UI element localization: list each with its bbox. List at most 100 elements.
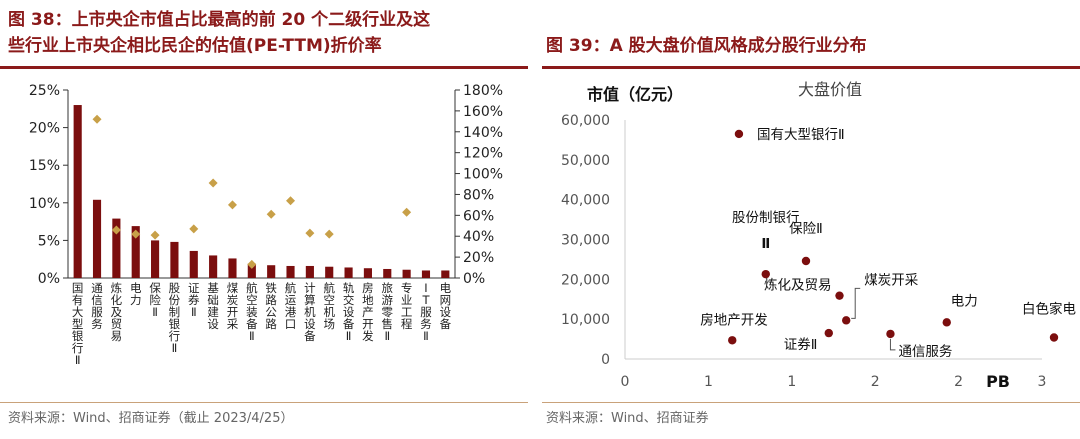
x-tick-label: 2 (954, 374, 963, 390)
bar (189, 250, 198, 278)
category-label: 专业工程 (401, 281, 413, 331)
y-tick-label: 10,000 (561, 312, 610, 328)
discount-marker (111, 225, 121, 235)
left-tick-label: 5% (38, 233, 60, 249)
right-title-rule (542, 66, 1080, 69)
right-tick-label: 80% (463, 187, 494, 203)
discount-marker (324, 229, 334, 239)
category-label: 股份制银行 Ⅱ (169, 281, 181, 355)
bar (131, 226, 140, 278)
point-label-cont: Ⅱ (761, 236, 770, 252)
y-tick-label: 0 (601, 352, 610, 368)
category-label: 电网设备 (440, 281, 452, 331)
bar (170, 241, 179, 278)
bar (228, 258, 237, 278)
category-label: 轨交设备 Ⅱ (343, 281, 355, 343)
point-label: 证券Ⅱ (784, 337, 818, 353)
scatter-point (886, 329, 895, 339)
bar (247, 263, 256, 278)
discount-marker (227, 200, 237, 210)
discount-marker (305, 228, 315, 238)
bar (421, 270, 431, 278)
scatter-point (801, 256, 811, 266)
point-label: 电力 (951, 293, 978, 309)
bar (344, 267, 353, 278)
bar (73, 105, 82, 278)
x-tick-label: 2 (871, 374, 880, 390)
left-title-line2: 些行业上市央企相比民企的估值(PE-TTM)折价率 (8, 36, 382, 56)
discount-marker (286, 196, 296, 206)
bar (441, 270, 450, 278)
bar (383, 268, 392, 278)
label-leader (851, 287, 861, 319)
category-label: 航空机场 (323, 281, 335, 331)
left-tick-label: 10% (29, 196, 60, 212)
y-tick-label: 30,000 (561, 233, 610, 249)
scatter-point (734, 129, 744, 139)
scatter-point (761, 269, 770, 279)
bar (209, 255, 218, 278)
bar (286, 265, 295, 278)
right-tick-label: 20% (463, 250, 494, 266)
x-tick-label: 0 (621, 374, 630, 390)
scatter-point (835, 291, 844, 300)
bar (112, 218, 121, 278)
point-label: 保险Ⅱ (789, 221, 823, 237)
scatter-point (1049, 333, 1059, 342)
left-tick-label: 0% (38, 271, 60, 287)
scatter-chart-39: 市值（亿元） 大盘价值 PB 0 10,000 20,000 30,000 40,000 50,… (561, 80, 1076, 391)
right-chart-panel: 图 39：A 股大盘价值风格成分股行业分布 市值（亿元） 大盘价值 PB 0 10,00… (542, 0, 1080, 439)
scatter-point (824, 328, 833, 338)
category-label: 电力 (130, 281, 142, 307)
label-leader (889, 338, 896, 351)
right-tick-label: 100% (463, 167, 503, 183)
bar (151, 240, 160, 278)
discount-marker (266, 209, 276, 219)
category-label: 铁路公路 (265, 281, 277, 331)
y-axis-label: 市值（亿元） (587, 85, 683, 104)
left-source: 资料来源：Wind、招商证券（截止 2023/4/25） (8, 411, 294, 426)
category-label: 通信服务 (91, 281, 103, 331)
bar (325, 266, 334, 278)
point-label: 房地产开发 (700, 312, 768, 328)
discount-marker (189, 224, 199, 234)
bar (305, 265, 314, 278)
right-tick-label: 140% (463, 125, 503, 141)
left-tick-label: 15% (29, 158, 60, 174)
category-label: 炼化及贸易 (111, 281, 123, 343)
y-tick-label: 50,000 (561, 153, 610, 169)
left-tick-label: 25% (29, 83, 60, 99)
discount-marker (150, 230, 160, 240)
discount-marker (208, 178, 218, 188)
bar (363, 268, 372, 278)
x-tick-label: 3 (1038, 374, 1047, 390)
scatter-point (942, 318, 951, 327)
y-tick-label: 40,000 (561, 193, 610, 209)
category-label: 航空装备 Ⅱ (246, 281, 258, 343)
x-tick-label: 1 (787, 374, 796, 390)
left-title-line1: 图 38：上市央企市值占比最高的前 20 个二级行业及这 (8, 10, 431, 30)
point-label: 白色家电 (1022, 300, 1076, 317)
scatter-point (728, 336, 737, 345)
category-label: 保险 Ⅱ (149, 281, 161, 319)
bar (267, 265, 276, 278)
x-axis-label: PB (986, 372, 1010, 391)
point-label: 煤炭开采 (864, 272, 918, 288)
right-footer-rule (542, 402, 1080, 403)
discount-marker (92, 114, 102, 124)
y-tick-label: 60,000 (561, 113, 610, 129)
discount-marker (131, 229, 141, 239)
category-label: 旅游零售 Ⅱ (382, 281, 394, 343)
category-label: 国有大型银行 Ⅱ (72, 281, 84, 367)
right-tick-label: 0% (463, 271, 485, 287)
right-tick-label: 160% (463, 104, 503, 120)
bar (402, 269, 411, 278)
point-label: 通信服务 (898, 344, 952, 360)
bar (92, 199, 102, 278)
right-source: 资料来源：Wind、招商证券 (546, 411, 709, 426)
bar-chart-38: 0% 5% 10% 15% 20% 25% 0% 20% 40% 60% 80% 100% 120% 14… (29, 83, 503, 367)
point-label: 炼化及贸易 (764, 278, 832, 294)
discount-marker (247, 259, 257, 269)
right-tick-label: 180% (463, 83, 503, 99)
discount-marker (402, 207, 412, 217)
